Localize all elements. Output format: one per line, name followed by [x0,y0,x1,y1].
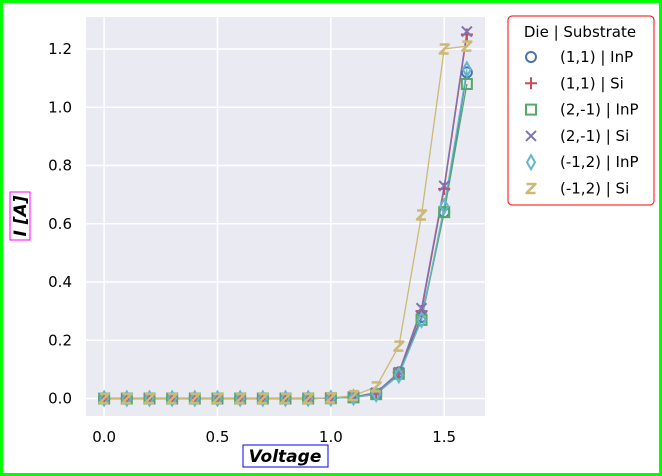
legend-marker-icon [525,103,537,116]
y-tick-label: 1.2 [48,40,72,58]
legend-marker-icon [525,130,537,142]
data-point-marker [416,310,427,329]
tick-labels: 0.0 0.5 1.0 1.5 0.0 0.2 0.4 0.6 0.8 1.0 1.2 [48,40,456,446]
series-markers [98,25,473,408]
data-point-marker [393,340,405,352]
data-point-marker [279,392,292,405]
data-point-marker [415,209,428,221]
data-point-marker [325,392,337,404]
data-point-marker [257,392,269,405]
legend-marker-icon [525,77,537,90]
data-point-marker [347,389,360,402]
y-axis-label: I [A] [11,195,31,236]
data-point-marker [121,392,133,405]
data-point-marker [302,392,314,405]
legend-entry-label: (1,1) | InP [560,48,633,66]
y-tick-label: 0.6 [48,215,72,233]
data-point-marker [461,60,473,79]
legend-entry-label: (2,-1) | Si [560,127,629,145]
legend: Die | Substrate (1,1) | InP (1,1) | Si (2,… [507,15,655,206]
data-point-marker [461,40,473,52]
legend-marker-icon [525,51,537,63]
x-axis-label: Voltage [249,447,322,467]
data-point-marker [415,302,428,314]
legend-marker-icon [525,153,537,172]
legend-entry-label: (-1,2) | Si [560,180,629,198]
legend-box [507,15,655,206]
y-tick-label: 1.0 [48,98,72,116]
data-point-marker [370,381,382,393]
x-tick-label: 1.5 [432,428,456,446]
x-tick-label: 0.0 [92,428,116,446]
data-point-marker [98,392,110,405]
data-point-marker [438,180,450,192]
data-point-marker [211,392,224,405]
y-axis-title: I [A] [9,191,31,241]
x-tick-label: 0.5 [206,428,230,446]
x-tick-label: 1.0 [319,428,343,446]
legend-entry-label: (1,1) | Si [560,74,624,92]
y-tick-label: 0.4 [48,273,72,291]
data-point-marker [439,197,450,216]
data-point-marker [438,43,450,55]
data-point-marker [166,392,178,405]
data-point-marker [143,392,156,405]
data-point-marker [461,25,473,38]
x-axis-title: Voltage [242,444,329,468]
data-point-marker [460,77,473,90]
data-point-marker [393,366,405,385]
data-point-marker [438,206,451,219]
data-point-marker [234,392,246,405]
y-tick-label: 0.0 [48,390,72,408]
legend-entry-label: (2,-1) | InP [560,101,639,119]
plot-area [86,17,485,416]
y-tick-label: 0.8 [48,157,72,175]
data-point-marker [189,392,201,405]
data-point-marker [348,388,359,407]
legend-entry-label: (-1,2) | InP [560,153,639,171]
legend-title: Die | Substrate [524,23,636,41]
y-tick-label: 0.2 [48,331,72,349]
legend-marker-icon [525,182,537,195]
